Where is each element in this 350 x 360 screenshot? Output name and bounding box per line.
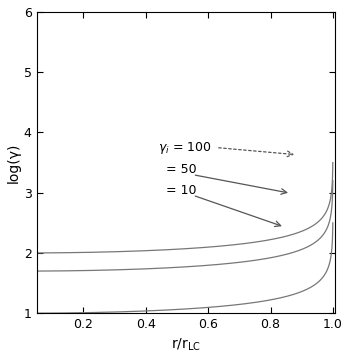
X-axis label: r/r$_{\mathrm{LC}}$: r/r$_{\mathrm{LC}}$ — [170, 337, 201, 353]
Text: = 50: = 50 — [166, 163, 197, 176]
Text: $\boldsymbol{\gamma_i}$ = 100: $\boldsymbol{\gamma_i}$ = 100 — [158, 140, 212, 156]
Y-axis label: log(γ): log(γ) — [7, 143, 21, 183]
Text: = 10: = 10 — [166, 184, 197, 197]
